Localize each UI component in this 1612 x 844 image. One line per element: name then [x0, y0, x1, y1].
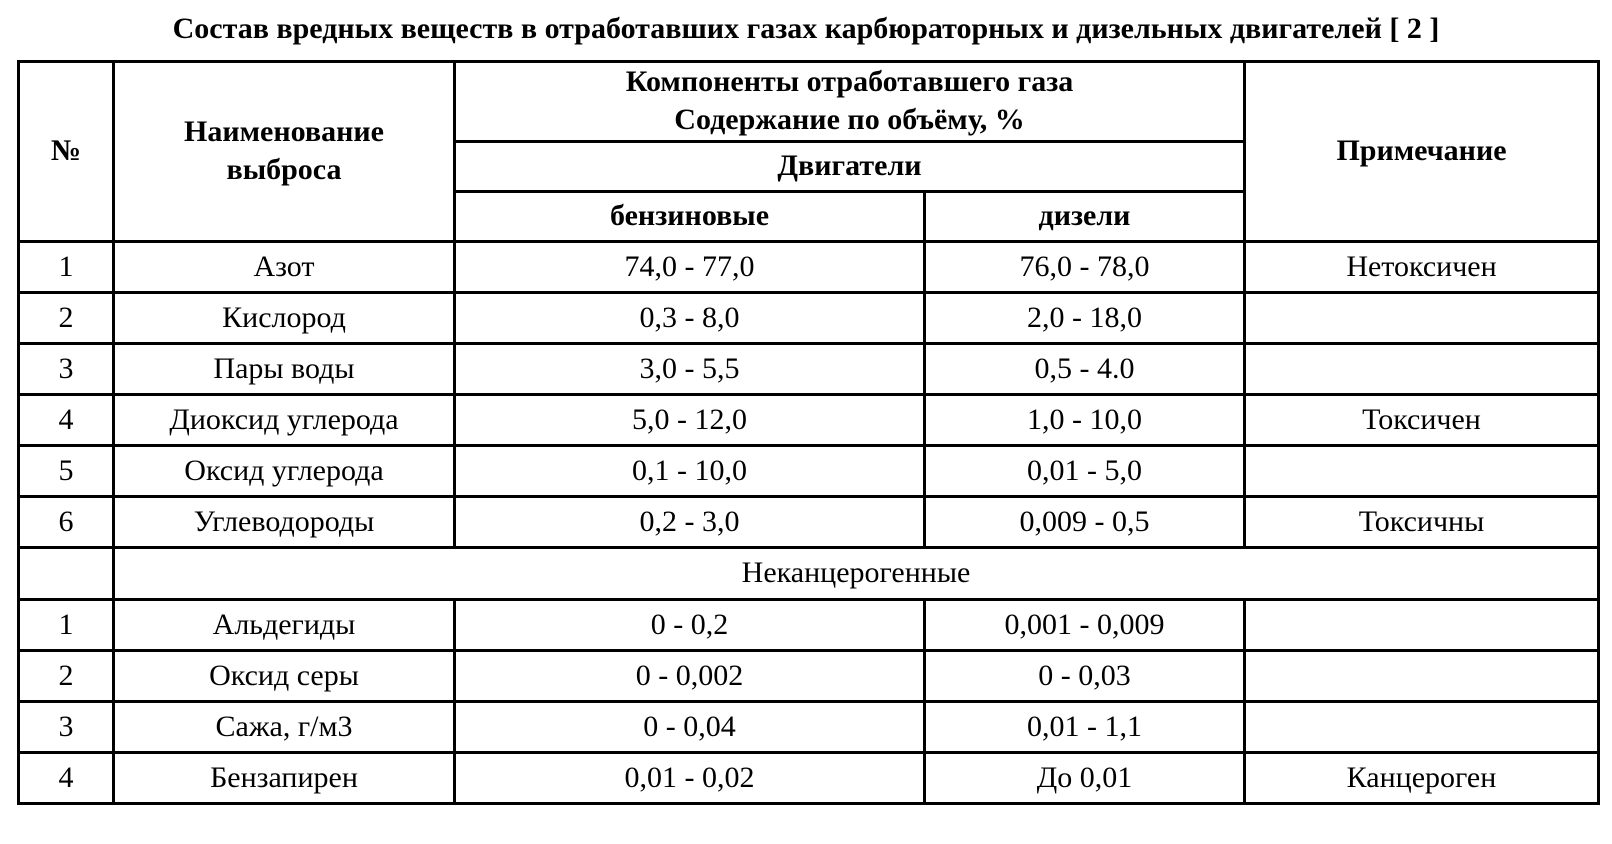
- col-header-number: №: [17, 60, 115, 243]
- petrol-value-cell: 0 - 0,002: [453, 648, 926, 703]
- table-row: 1 Азот 74,0 - 77,0 76,0 - 78,0 Нетоксиче…: [17, 239, 1600, 294]
- note-cell: Нетоксичен: [1243, 239, 1600, 294]
- petrol-value-cell: 0,2 - 3,0: [453, 494, 926, 549]
- diesel-value-cell: 0,01 - 5,0: [923, 443, 1246, 498]
- substance-name-cell: Сажа, г/м3: [112, 699, 456, 754]
- substance-name-cell: Бензапирен: [112, 750, 456, 805]
- table-row: 5 Оксид углерода 0,1 - 10,0 0,01 - 5,0: [17, 443, 1600, 498]
- table-row: 3 Пары воды 3,0 - 5,5 0,5 - 4.0: [17, 341, 1600, 396]
- col-header-note: Примечание: [1243, 60, 1600, 243]
- note-cell: Токсичны: [1243, 494, 1600, 549]
- row-number-cell: 2: [17, 648, 115, 703]
- table-row: 4 Бензапирен 0,01 - 0,02 До 0,01 Канцеро…: [17, 750, 1600, 805]
- row-number-cell: 3: [17, 699, 115, 754]
- diesel-value-cell: 0,009 - 0,5: [923, 494, 1246, 549]
- substance-name-cell: Оксид углерода: [112, 443, 456, 498]
- header-row-engine-types: бензиновые дизели: [19, 189, 1599, 243]
- components-header-line1: Компоненты отработавшего газа: [625, 65, 1074, 98]
- substance-name-cell: Углеводороды: [112, 494, 456, 549]
- table-row: 4 Диоксид углерода 5,0 - 12,0 1,0 - 10,0…: [17, 392, 1600, 447]
- diesel-value-cell: 0,5 - 4.0: [923, 341, 1246, 396]
- section-row: Неканцерогенные: [17, 545, 1600, 601]
- table-row: 3 Сажа, г/м3 0 - 0,04 0,01 - 1,1: [17, 699, 1600, 754]
- col-header-diesel: дизели: [923, 189, 1246, 243]
- col-header-petrol: бензиновые: [453, 189, 926, 243]
- emissions-table: № Наименование выброса Компоненты отрабо…: [17, 60, 1600, 805]
- diesel-value-cell: 2,0 - 18,0: [923, 290, 1246, 345]
- row-number-cell: 4: [17, 750, 115, 805]
- note-cell: Токсичен: [1243, 392, 1600, 447]
- petrol-value-cell: 0,01 - 0,02: [453, 750, 926, 805]
- note-cell: [1243, 443, 1600, 498]
- petrol-value-cell: 0,1 - 10,0: [453, 443, 926, 498]
- petrol-value-cell: 3,0 - 5,5: [453, 341, 926, 396]
- row-number-cell: 5: [17, 443, 115, 498]
- petrol-value-cell: 0 - 0,2: [453, 597, 926, 652]
- note-cell: [1243, 699, 1600, 754]
- table-row: 2 Оксид серы 0 - 0,002 0 - 0,03: [17, 648, 1600, 703]
- col-header-name: Наименование выброса: [112, 60, 456, 243]
- page-title: Состав вредных веществ в отработавших га…: [172, 12, 1440, 45]
- diesel-value-cell: 0 - 0,03: [923, 648, 1246, 703]
- diesel-value-cell: 76,0 - 78,0: [923, 239, 1246, 294]
- note-cell: [1243, 597, 1600, 652]
- substance-name-cell: Альдегиды: [112, 597, 456, 652]
- petrol-value-cell: 74,0 - 77,0: [453, 239, 926, 294]
- header-row-engines: Двигатели: [19, 139, 1599, 193]
- note-cell: [1243, 341, 1600, 396]
- petrol-value-cell: 0 - 0,04: [453, 699, 926, 754]
- note-cell: [1243, 290, 1600, 345]
- substance-name-cell: Кислород: [112, 290, 456, 345]
- diesel-value-cell: 0,01 - 1,1: [923, 699, 1246, 754]
- row-number-cell: 1: [17, 239, 115, 294]
- table-row: 1 Альдегиды 0 - 0,2 0,001 - 0,009: [17, 597, 1600, 652]
- petrol-value-cell: 5,0 - 12,0: [453, 392, 926, 447]
- col-header-name-text: Наименование выброса: [184, 115, 384, 187]
- diesel-value-cell: 1,0 - 10,0: [923, 392, 1246, 447]
- table-row: 2 Кислород 0,3 - 8,0 2,0 - 18,0: [17, 290, 1600, 345]
- row-number-cell: 6: [17, 494, 115, 549]
- diesel-value-cell: До 0,01: [923, 750, 1246, 805]
- row-number-cell: 1: [17, 597, 115, 652]
- row-number-cell: 3: [17, 341, 115, 396]
- diesel-value-cell: 0,001 - 0,009: [923, 597, 1246, 652]
- substance-name-cell: Оксид серы: [112, 648, 456, 703]
- header-row-components: № Наименование выброса Компоненты отрабо…: [17, 60, 1600, 243]
- col-header-components: Компоненты отработавшего газа Содержание…: [453, 60, 1246, 143]
- note-cell: [1243, 648, 1600, 703]
- substance-name-cell: Диоксид углерода: [112, 392, 456, 447]
- section-label-cell: Неканцерогенные: [112, 545, 1600, 601]
- petrol-value-cell: 0,3 - 8,0: [453, 290, 926, 345]
- col-header-engines: Двигатели: [453, 139, 1246, 193]
- row-number-cell: [17, 545, 115, 601]
- substance-name-cell: Пары воды: [112, 341, 456, 396]
- table-row: 6 Углеводороды 0,2 - 3,0 0,009 - 0,5 Ток…: [17, 494, 1600, 549]
- row-number-cell: 4: [17, 392, 115, 447]
- components-header-line2: Содержание по объёму, %: [674, 103, 1025, 137]
- note-cell: Канцероген: [1243, 750, 1600, 805]
- substance-name-cell: Азот: [112, 239, 456, 294]
- row-number-cell: 2: [17, 290, 115, 345]
